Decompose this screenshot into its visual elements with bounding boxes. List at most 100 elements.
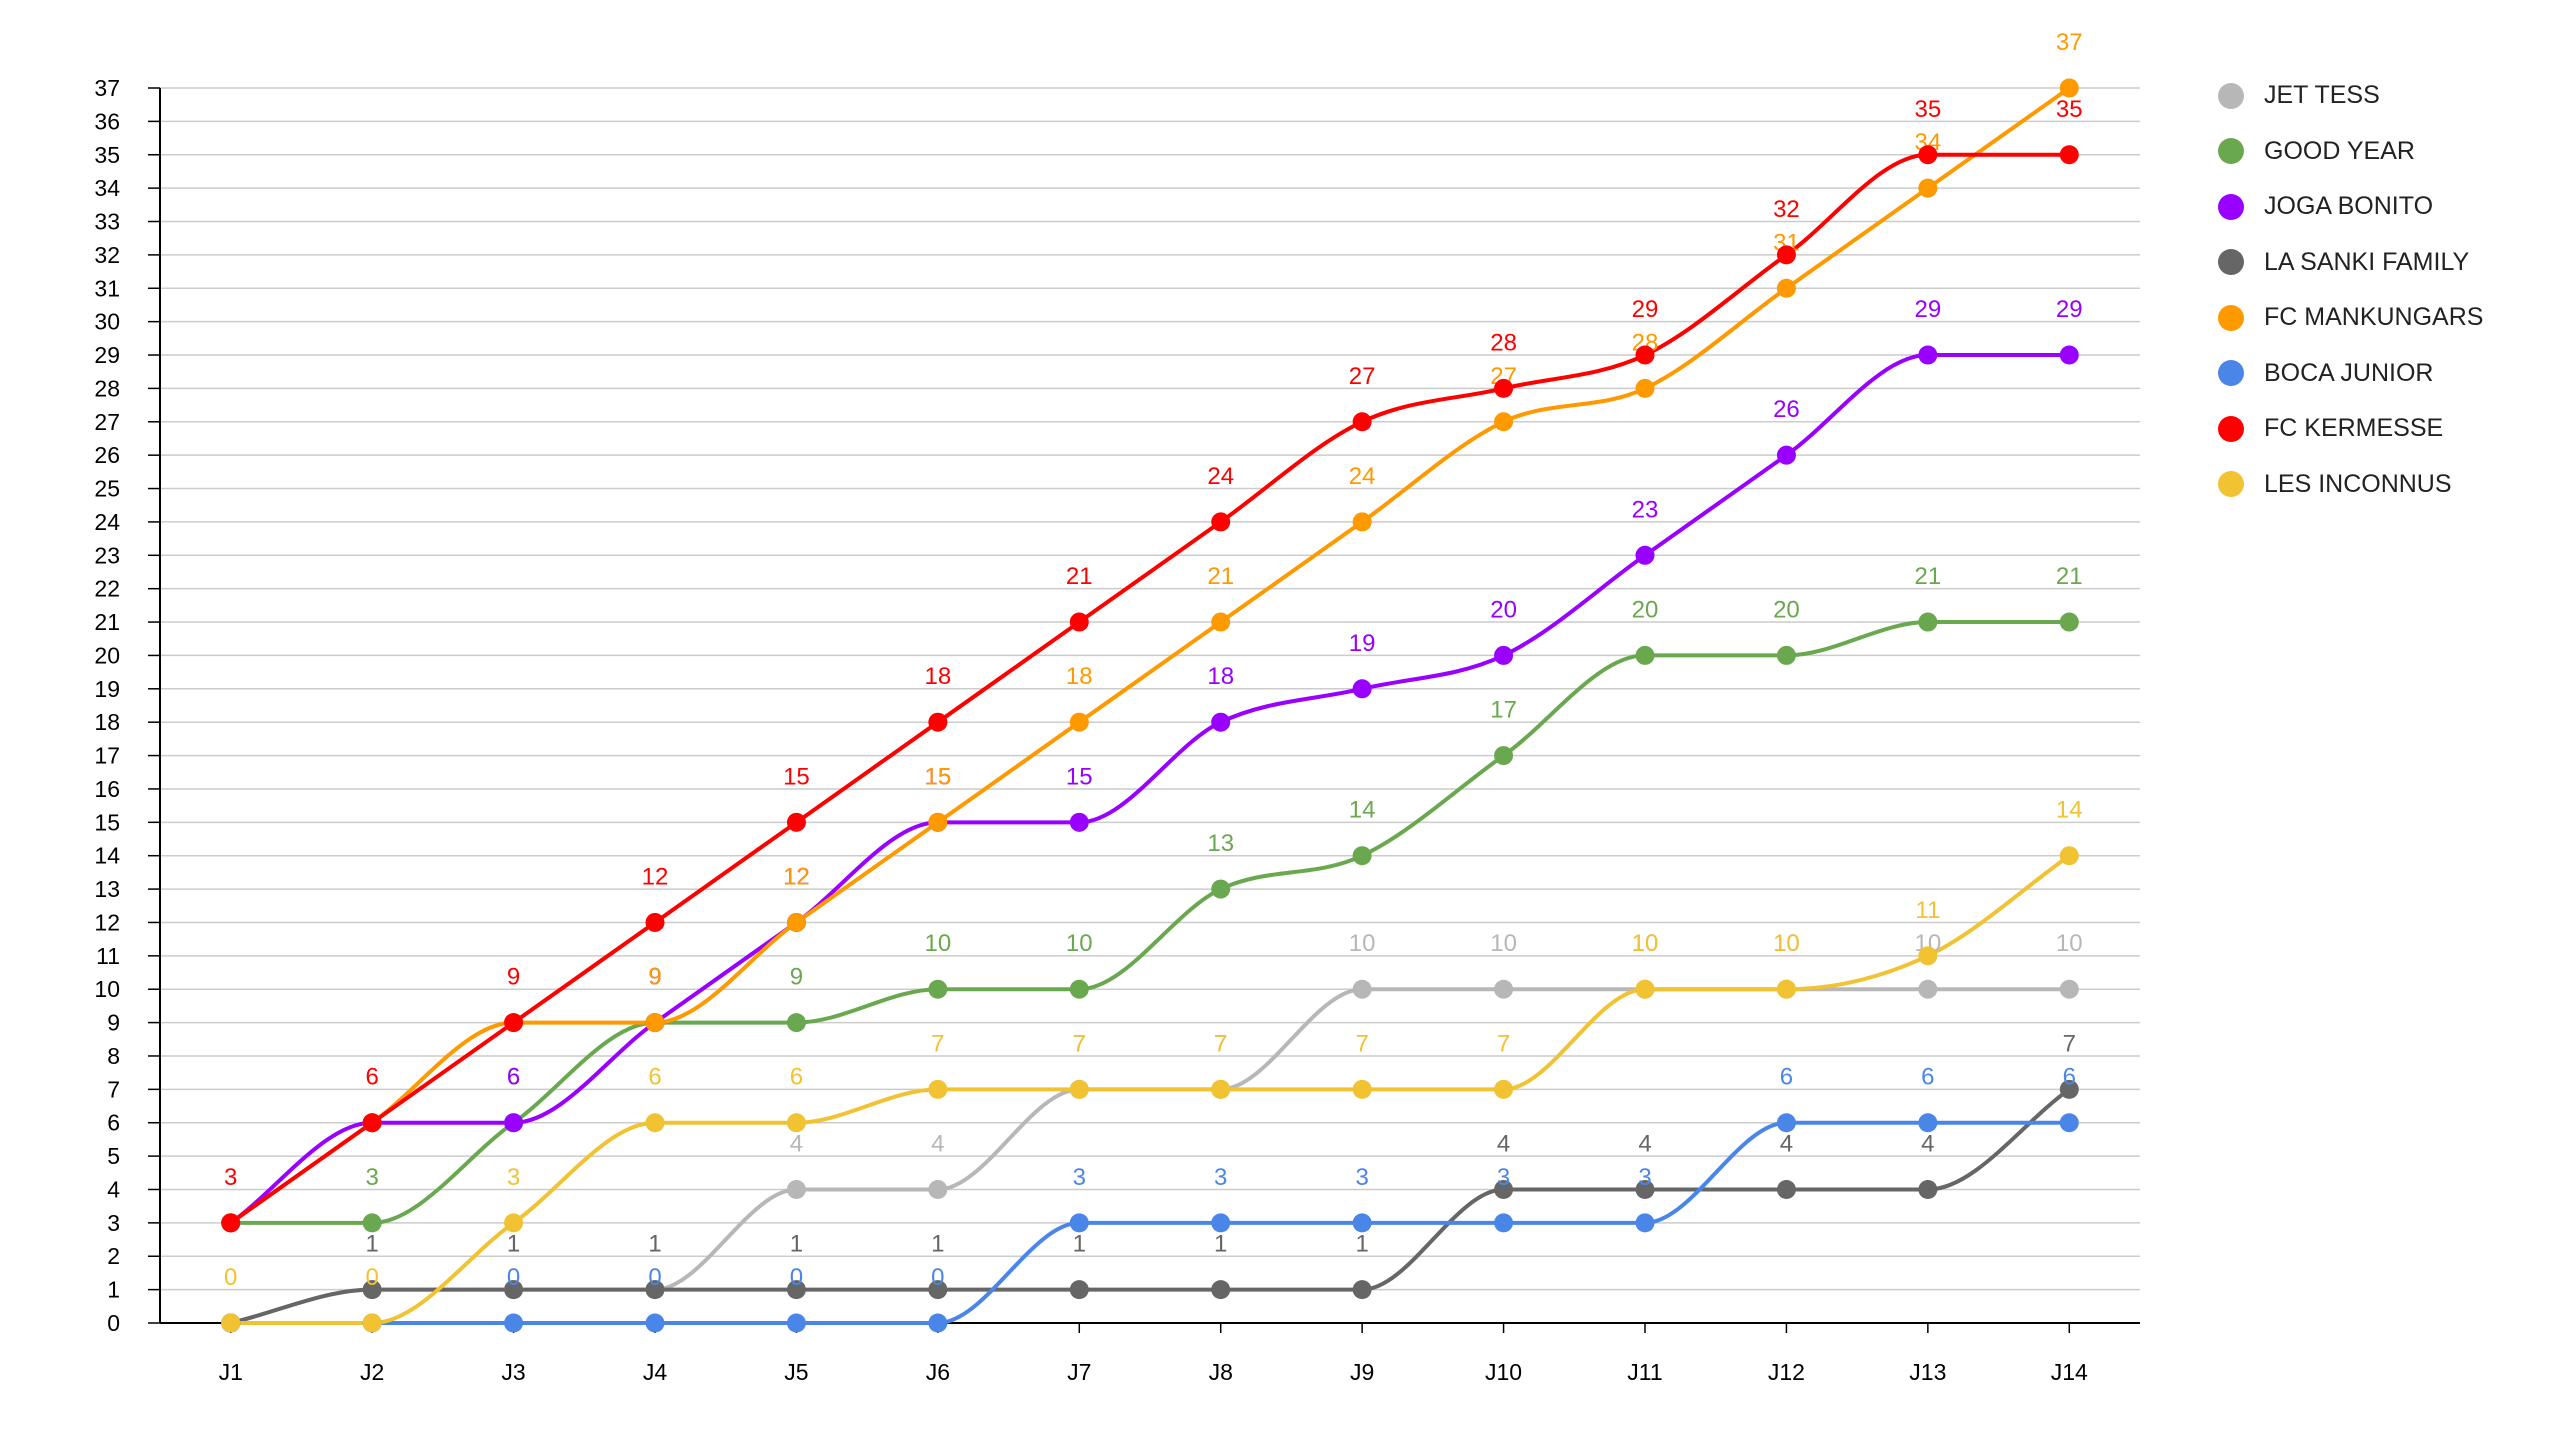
data-label: 9 [648, 964, 661, 991]
data-point [645, 1113, 665, 1133]
data-label: 6 [507, 1064, 520, 1091]
series-line-joga-bonito [228, 353, 2072, 1225]
data-label: 20 [1490, 596, 1517, 623]
legend-label: GOOD YEAR [2264, 136, 2415, 165]
legend-item-jet-tess[interactable]: JET TESS [2218, 68, 2483, 124]
x-tick-label: J4 [643, 1359, 668, 1385]
data-label: 6 [790, 1064, 803, 1091]
legend-label: BOCA JUNIOR [2264, 358, 2434, 387]
data-point [645, 1313, 665, 1333]
data-label: 6 [507, 1064, 520, 1091]
data-label: 9 [648, 964, 661, 991]
data-label: 1 [648, 1231, 661, 1258]
data-label: 3 [1638, 1164, 1651, 1191]
data-point [1635, 1179, 1655, 1199]
y-tick-label: 26 [94, 442, 120, 468]
data-point [1069, 1213, 1089, 1233]
x-tick-label: J7 [1067, 1359, 1091, 1385]
data-label: 10 [1066, 930, 1093, 957]
x-tick-label: J14 [2051, 1359, 2088, 1385]
data-point [1069, 612, 1089, 632]
data-label: 1 [648, 1231, 661, 1258]
legend-swatch [2218, 249, 2244, 276]
data-label: 19 [1349, 630, 1376, 657]
data-point [786, 1113, 806, 1133]
data-label: 10 [1773, 930, 1800, 957]
y-tick-label: 28 [94, 375, 120, 401]
legend-item-joga-bonito[interactable]: JOGA BONITO [2218, 179, 2483, 235]
data-label: 37 [2056, 29, 2083, 56]
data-label: 0 [790, 1264, 803, 1291]
data-point [1352, 1213, 1372, 1233]
data-point [645, 1280, 665, 1300]
data-point [1211, 512, 1231, 532]
data-label: 13 [1207, 830, 1234, 857]
y-tick-label: 15 [94, 809, 120, 835]
x-tick-label: J13 [1909, 1359, 1946, 1385]
legend-item-good-year[interactable]: GOOD YEAR [2218, 124, 2483, 180]
data-label: 10 [1632, 930, 1659, 957]
data-point [928, 1313, 948, 1333]
data-point [1635, 645, 1655, 665]
legend-swatch [2218, 138, 2244, 165]
y-tick-label: 17 [94, 743, 120, 769]
data-label: 12 [783, 863, 810, 890]
data-point [362, 1280, 382, 1300]
legend-item-fc-kermesse[interactable]: FC KERMESSE [2218, 401, 2483, 457]
x-tick-label: J2 [360, 1359, 384, 1385]
data-label: 7 [1073, 1030, 1086, 1057]
data-point [928, 1280, 948, 1300]
data-label: 1 [1073, 1231, 1086, 1258]
series-points-boca-junior: 0 0 0 0 3 3 3 3 3 6 6 6 [221, 1064, 2079, 1333]
data-label: 7 [1073, 1030, 1086, 1057]
data-point [1494, 1213, 1514, 1233]
data-point [1352, 846, 1372, 866]
data-point [1776, 445, 1796, 465]
y-tick-label: 14 [94, 843, 120, 869]
data-label: 15 [925, 763, 952, 790]
data-label: 3 [1073, 1164, 1086, 1191]
data-point [1211, 879, 1231, 899]
data-point [1069, 812, 1089, 832]
data-point [2059, 145, 2079, 165]
data-label: 14 [2056, 797, 2083, 824]
y-tick-label: 22 [94, 576, 120, 602]
legend-swatch [2218, 360, 2244, 387]
y-tick-label: 24 [94, 509, 120, 535]
y-tick-label: 11 [96, 943, 120, 969]
y-tick-label: 2 [107, 1243, 120, 1269]
x-tick-label: J8 [1209, 1359, 1233, 1385]
data-label: 7 [1497, 1030, 1510, 1057]
data-label: 9 [790, 964, 803, 991]
data-point [1776, 1113, 1796, 1133]
data-point [1211, 1079, 1231, 1099]
data-label: 0 [648, 1264, 661, 1291]
data-label: 17 [1490, 697, 1517, 724]
y-tick-label: 4 [107, 1176, 120, 1202]
legend-item-boca-junior[interactable]: BOCA JUNIOR [2218, 346, 2483, 402]
legend-item-les-inconnus[interactable]: LES INCONNUS [2218, 457, 2483, 513]
data-label: 1 [507, 1231, 520, 1258]
legend-item-fc-mankungars[interactable]: FC MANKUNGARS [2218, 290, 2483, 346]
data-point [928, 1179, 948, 1199]
data-label: 18 [1207, 663, 1234, 690]
y-tick-label: 3 [107, 1210, 120, 1236]
data-label: 26 [1773, 396, 1800, 423]
data-point [1918, 979, 1938, 999]
data-point [1494, 746, 1514, 766]
data-point [1494, 645, 1514, 665]
data-label: 18 [925, 663, 952, 690]
x-tick-label: J9 [1350, 1359, 1374, 1385]
data-point [1211, 712, 1231, 732]
y-tick-label: 21 [94, 609, 120, 635]
x-axis: J1 J2 J3 J4 J5 J6 J7 J8 J9 J10 J11 J12 J13 J14 [219, 1323, 2088, 1385]
data-point [786, 1313, 806, 1333]
data-point [786, 912, 806, 932]
y-tick-label: 8 [107, 1043, 120, 1069]
data-point [786, 812, 806, 832]
data-point [1776, 245, 1796, 265]
y-tick-label: 1 [107, 1277, 120, 1303]
legend-item-la-sanki-family[interactable]: LA SANKI FAMILY [2218, 235, 2483, 291]
